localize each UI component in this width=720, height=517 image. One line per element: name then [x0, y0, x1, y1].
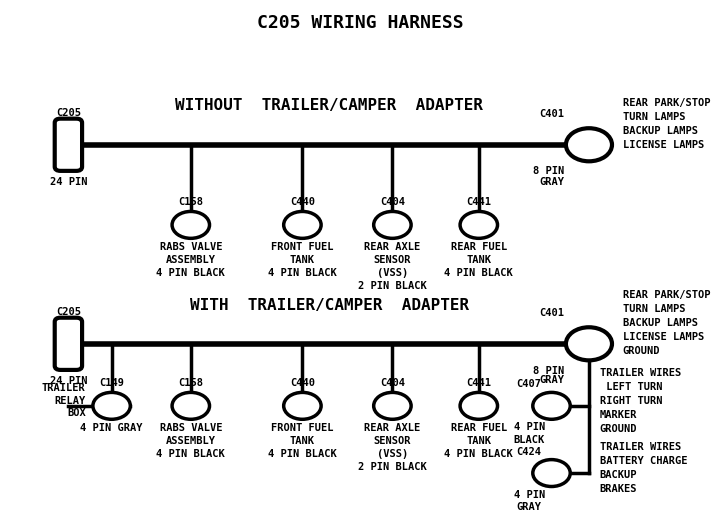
Text: REAR FUEL
TANK
4 PIN BLACK: REAR FUEL TANK 4 PIN BLACK	[444, 423, 513, 459]
Text: C404: C404	[380, 378, 405, 388]
Text: WITH  TRAILER/CAMPER  ADAPTER: WITH TRAILER/CAMPER ADAPTER	[190, 297, 469, 313]
Text: 24 PIN: 24 PIN	[50, 376, 87, 386]
Text: C205: C205	[56, 108, 81, 118]
Text: FRONT FUEL
TANK
4 PIN BLACK: FRONT FUEL TANK 4 PIN BLACK	[268, 242, 337, 278]
Text: 4 PIN
GRAY: 4 PIN GRAY	[513, 490, 545, 512]
Text: C440: C440	[290, 197, 315, 207]
Text: REAR PARK/STOP
TURN LAMPS
BACKUP LAMPS
LICENSE LAMPS
GROUND: REAR PARK/STOP TURN LAMPS BACKUP LAMPS L…	[623, 290, 711, 356]
Circle shape	[284, 392, 321, 419]
Text: C401: C401	[539, 109, 564, 119]
Circle shape	[566, 128, 612, 161]
Text: GRAY: GRAY	[539, 375, 564, 385]
Text: 4 PIN
BLACK: 4 PIN BLACK	[513, 422, 545, 445]
FancyBboxPatch shape	[55, 119, 82, 171]
Text: C441: C441	[467, 378, 491, 388]
Circle shape	[566, 327, 612, 360]
Text: C424: C424	[517, 447, 541, 457]
Text: C404: C404	[380, 197, 405, 207]
Circle shape	[460, 392, 498, 419]
Text: TRAILER WIRES
BATTERY CHARGE
BACKUP
BRAKES: TRAILER WIRES BATTERY CHARGE BACKUP BRAK…	[600, 442, 688, 494]
Text: FRONT FUEL
TANK
4 PIN BLACK: FRONT FUEL TANK 4 PIN BLACK	[268, 423, 337, 459]
Circle shape	[460, 211, 498, 238]
Text: GRAY: GRAY	[539, 177, 564, 187]
Text: 8 PIN: 8 PIN	[534, 366, 564, 375]
Text: C440: C440	[290, 378, 315, 388]
Circle shape	[172, 392, 210, 419]
Text: TRAILER WIRES
 LEFT TURN
RIGHT TURN
MARKER
GROUND: TRAILER WIRES LEFT TURN RIGHT TURN MARKE…	[600, 368, 681, 434]
Circle shape	[533, 392, 570, 419]
Circle shape	[374, 211, 411, 238]
Circle shape	[284, 211, 321, 238]
Text: REAR AXLE
SENSOR
(VSS)
2 PIN BLACK: REAR AXLE SENSOR (VSS) 2 PIN BLACK	[358, 242, 427, 291]
Text: RABS VALVE
ASSEMBLY
4 PIN BLACK: RABS VALVE ASSEMBLY 4 PIN BLACK	[156, 423, 225, 459]
FancyBboxPatch shape	[55, 317, 82, 370]
Text: 4 PIN GRAY: 4 PIN GRAY	[81, 423, 143, 433]
Text: C158: C158	[179, 197, 203, 207]
Text: WITHOUT  TRAILER/CAMPER  ADAPTER: WITHOUT TRAILER/CAMPER ADAPTER	[176, 98, 483, 114]
Circle shape	[533, 460, 570, 486]
Text: TRAILER
RELAY
BOX: TRAILER RELAY BOX	[42, 383, 86, 418]
Text: REAR FUEL
TANK
4 PIN BLACK: REAR FUEL TANK 4 PIN BLACK	[444, 242, 513, 278]
Text: REAR PARK/STOP
TURN LAMPS
BACKUP LAMPS
LICENSE LAMPS: REAR PARK/STOP TURN LAMPS BACKUP LAMPS L…	[623, 98, 711, 150]
Text: C158: C158	[179, 378, 203, 388]
Text: C205 WIRING HARNESS: C205 WIRING HARNESS	[257, 14, 463, 32]
Text: C149: C149	[99, 378, 124, 388]
Text: C401: C401	[539, 308, 564, 318]
Text: RABS VALVE
ASSEMBLY
4 PIN BLACK: RABS VALVE ASSEMBLY 4 PIN BLACK	[156, 242, 225, 278]
Text: 8 PIN: 8 PIN	[534, 166, 564, 176]
Text: C205: C205	[56, 307, 81, 317]
Text: 24 PIN: 24 PIN	[50, 177, 87, 187]
Text: C407: C407	[517, 379, 541, 389]
Circle shape	[172, 211, 210, 238]
Circle shape	[374, 392, 411, 419]
Circle shape	[93, 392, 130, 419]
Text: C441: C441	[467, 197, 491, 207]
Text: REAR AXLE
SENSOR
(VSS)
2 PIN BLACK: REAR AXLE SENSOR (VSS) 2 PIN BLACK	[358, 423, 427, 472]
